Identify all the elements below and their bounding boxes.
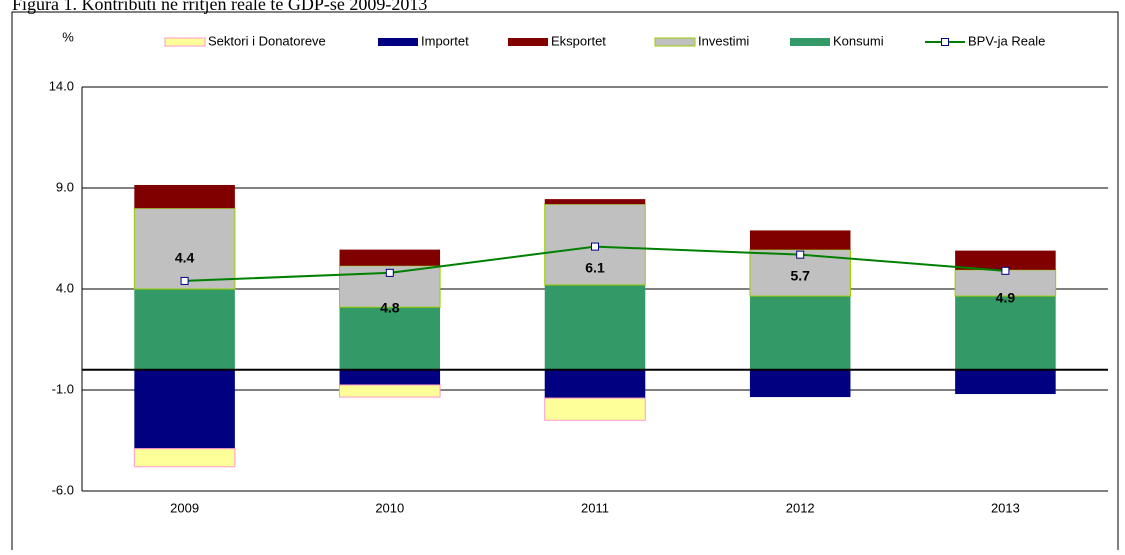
bar-segment — [339, 307, 441, 370]
bar-segment — [133, 448, 236, 468]
bar-segment — [134, 184, 235, 209]
bar-segment — [134, 369, 235, 449]
bar-segment — [544, 284, 646, 370]
data-label: 4.8 — [380, 300, 400, 316]
line-marker — [796, 250, 805, 259]
line-marker — [591, 242, 599, 251]
line-marker — [1001, 266, 1010, 275]
y-axis-label: % — [62, 29, 74, 44]
legend-swatch — [790, 38, 830, 46]
y-tick-label: 4.0 — [56, 280, 74, 295]
legend-swatch — [508, 38, 548, 46]
legend-label: Investimi — [698, 33, 749, 48]
bar-segment — [544, 199, 646, 205]
x-tick-label: 2010 — [375, 500, 404, 515]
legend-label: Sektori i Donatoreve — [208, 33, 326, 48]
line-marker — [180, 276, 189, 285]
bar-segment — [339, 384, 441, 398]
x-tick-label: 2013 — [991, 500, 1020, 515]
legend-swatch — [654, 37, 696, 47]
bar-segment — [955, 250, 1056, 270]
y-tick-label: -1.0 — [52, 381, 74, 396]
bar-segment — [339, 249, 441, 266]
data-label: 4.9 — [996, 290, 1016, 306]
bar-segment — [955, 296, 1056, 370]
legend-marker — [941, 38, 949, 46]
data-label: 5.7 — [790, 267, 810, 283]
bar-segment — [749, 230, 851, 250]
y-tick-label: -6.0 — [52, 482, 74, 497]
legend-label: Eksportet — [551, 33, 606, 48]
x-tick-label: 2011 — [581, 500, 609, 515]
y-tick-label: 14.0 — [49, 78, 74, 93]
bar-segment — [544, 397, 646, 421]
legend-label: Konsumi — [833, 33, 884, 48]
bar-segment — [749, 369, 851, 398]
bar-segment — [749, 296, 851, 370]
bar-segment — [133, 207, 236, 290]
data-label: 6.1 — [585, 259, 605, 275]
bar-segment — [339, 369, 441, 385]
y-tick-label: 9.0 — [56, 179, 74, 194]
legend-label: Importet — [421, 33, 469, 48]
legend-swatch — [164, 37, 206, 47]
bar-segment — [134, 289, 235, 370]
chart-title: Figura 1. Kontributi ne rritjen reale te… — [12, 0, 427, 14]
x-tick-label: 2009 — [170, 500, 199, 515]
x-tick-label: 2012 — [786, 500, 815, 515]
line-marker — [385, 268, 394, 277]
bar-segment — [955, 369, 1056, 395]
legend-swatch — [378, 38, 418, 46]
bar-segment — [544, 369, 646, 399]
data-label: 4.4 — [175, 250, 195, 266]
legend-label: BPV-ja Reale — [968, 33, 1045, 48]
chart-frame — [11, 11, 1119, 555]
